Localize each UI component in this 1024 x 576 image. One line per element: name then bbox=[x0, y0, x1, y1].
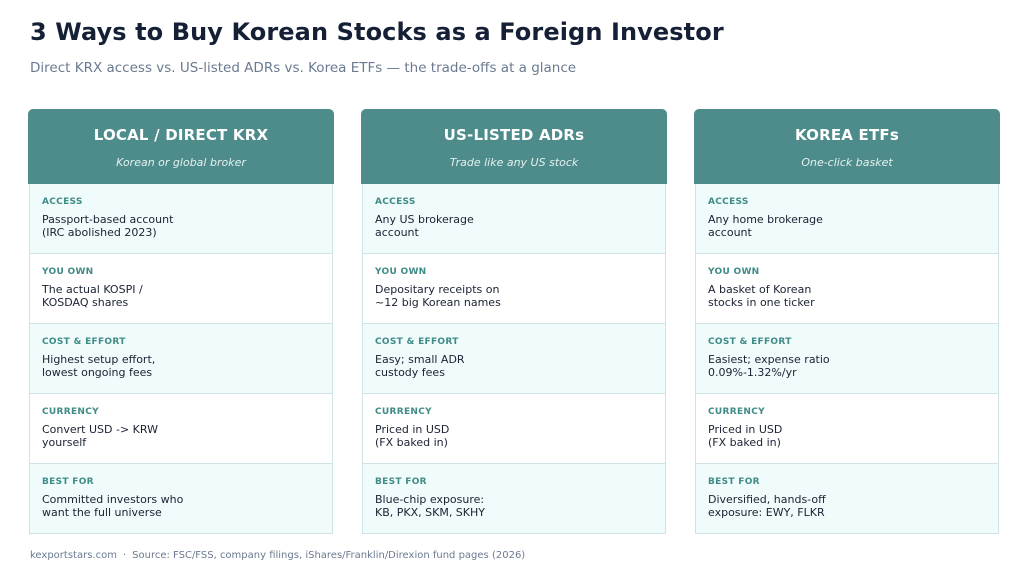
row-value: Easiest; expense ratio 0.09%-1.32%/yr bbox=[708, 353, 830, 379]
footer-source: Source: FSC/FSS, company filings, iShare… bbox=[132, 550, 526, 561]
row-label: BEST FOR bbox=[42, 477, 94, 487]
row-best-for: BEST FOR Blue-chip exposure: KB, PKX, SK… bbox=[363, 464, 665, 534]
footer-separator: · bbox=[122, 550, 127, 561]
column-tagline: Trade like any US stock bbox=[449, 156, 579, 169]
row-label: ACCESS bbox=[42, 197, 83, 207]
row-value: Diversified, hands-off exposure: EWY, FL… bbox=[708, 493, 826, 519]
row-access: ACCESS Any home brokerage account bbox=[696, 184, 998, 254]
row-value: Convert USD -> KRW yourself bbox=[42, 423, 158, 449]
row-value: A basket of Korean stocks in one ticker bbox=[708, 283, 815, 309]
row-access: ACCESS Passport-based account (IRC aboli… bbox=[30, 184, 332, 254]
row-you-own: YOU OWN Depositary receipts on ~12 big K… bbox=[363, 254, 665, 324]
column-tagline: One-click basket bbox=[801, 156, 893, 169]
row-you-own: YOU OWN The actual KOSPI / KOSDAQ shares bbox=[30, 254, 332, 324]
row-access: ACCESS Any US brokerage account bbox=[363, 184, 665, 254]
row-label: COST & EFFORT bbox=[42, 337, 126, 347]
row-label: BEST FOR bbox=[375, 477, 427, 487]
row-value: Passport-based account (IRC abolished 20… bbox=[42, 213, 174, 239]
row-currency: CURRENCY Convert USD -> KRW yourself bbox=[30, 394, 332, 464]
row-label: ACCESS bbox=[375, 197, 416, 207]
column-rows: ACCESS Passport-based account (IRC aboli… bbox=[29, 184, 333, 534]
row-you-own: YOU OWN A basket of Korean stocks in one… bbox=[696, 254, 998, 324]
row-value: The actual KOSPI / KOSDAQ shares bbox=[42, 283, 143, 309]
row-value: Priced in USD (FX baked in) bbox=[708, 423, 783, 449]
column-tagline: Korean or global broker bbox=[116, 156, 246, 169]
page-title: 3 Ways to Buy Korean Stocks as a Foreign… bbox=[30, 18, 724, 46]
row-value: Blue-chip exposure: KB, PKX, SKM, SKHY bbox=[375, 493, 485, 519]
row-label: CURRENCY bbox=[375, 407, 432, 417]
row-currency: CURRENCY Priced in USD (FX baked in) bbox=[363, 394, 665, 464]
column-title: KOREA ETFs bbox=[795, 126, 899, 144]
row-value: Highest setup effort, lowest ongoing fee… bbox=[42, 353, 156, 379]
row-cost-effort: COST & EFFORT Easiest; expense ratio 0.0… bbox=[696, 324, 998, 394]
row-label: YOU OWN bbox=[708, 267, 760, 277]
row-value: Committed investors who want the full un… bbox=[42, 493, 184, 519]
row-currency: CURRENCY Priced in USD (FX baked in) bbox=[696, 394, 998, 464]
column-header: KOREA ETFs One-click basket bbox=[694, 109, 1000, 184]
row-value: Any US brokerage account bbox=[375, 213, 474, 239]
footer: kexportstars.com · Source: FSC/FSS, compan… bbox=[30, 550, 525, 561]
row-cost-effort: COST & EFFORT Easy; small ADR custody fe… bbox=[363, 324, 665, 394]
column-header: LOCAL / DIRECT KRX Korean or global brok… bbox=[28, 109, 334, 184]
row-value: Easy; small ADR custody fees bbox=[375, 353, 465, 379]
row-label: COST & EFFORT bbox=[375, 337, 459, 347]
row-label: COST & EFFORT bbox=[708, 337, 792, 347]
row-best-for: BEST FOR Diversified, hands-off exposure… bbox=[696, 464, 998, 534]
row-label: CURRENCY bbox=[708, 407, 765, 417]
column-korea-etfs: KOREA ETFs One-click basket ACCESS Any h… bbox=[694, 109, 1000, 534]
row-label: YOU OWN bbox=[42, 267, 94, 277]
column-header: US-LISTED ADRs Trade like any US stock bbox=[361, 109, 667, 184]
column-rows: ACCESS Any US brokerage account YOU OWN … bbox=[362, 184, 666, 534]
column-local-direct-krx: LOCAL / DIRECT KRX Korean or global brok… bbox=[28, 109, 334, 534]
row-label: YOU OWN bbox=[375, 267, 427, 277]
column-us-listed-adrs: US-LISTED ADRs Trade like any US stock A… bbox=[361, 109, 667, 534]
column-title: US-LISTED ADRs bbox=[443, 126, 585, 144]
comparison-columns: LOCAL / DIRECT KRX Korean or global brok… bbox=[28, 109, 1000, 534]
row-value: Depositary receipts on ~12 big Korean na… bbox=[375, 283, 501, 309]
row-value: Any home brokerage account bbox=[708, 213, 823, 239]
row-cost-effort: COST & EFFORT Highest setup effort, lowe… bbox=[30, 324, 332, 394]
row-label: ACCESS bbox=[708, 197, 749, 207]
footer-site: kexportstars.com bbox=[30, 550, 117, 561]
page-subtitle: Direct KRX access vs. US-listed ADRs vs.… bbox=[30, 60, 577, 76]
row-value: Priced in USD (FX baked in) bbox=[375, 423, 450, 449]
row-label: CURRENCY bbox=[42, 407, 99, 417]
row-best-for: BEST FOR Committed investors who want th… bbox=[30, 464, 332, 534]
column-rows: ACCESS Any home brokerage account YOU OW… bbox=[695, 184, 999, 534]
column-title: LOCAL / DIRECT KRX bbox=[93, 126, 269, 144]
row-label: BEST FOR bbox=[708, 477, 760, 487]
